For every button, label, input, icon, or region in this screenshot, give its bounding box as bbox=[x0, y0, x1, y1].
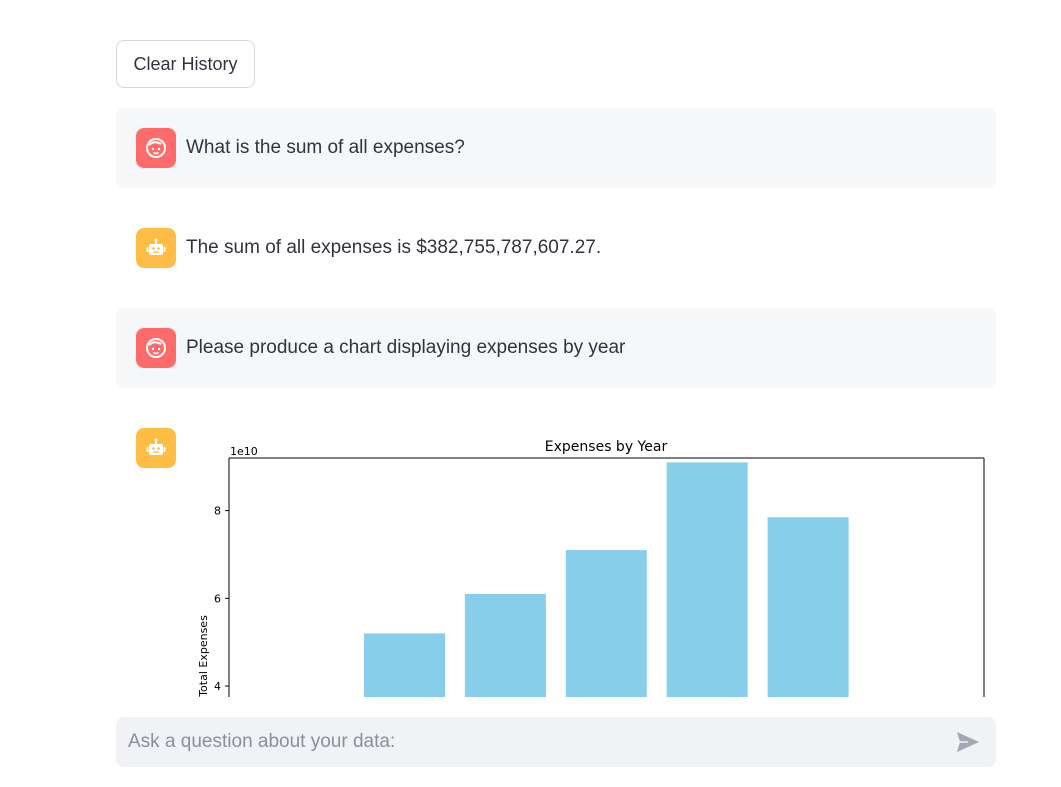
send-button[interactable] bbox=[948, 722, 988, 762]
chat-message-user: What is the sum of all expenses? bbox=[116, 108, 996, 188]
assistant-avatar bbox=[136, 428, 176, 468]
message-text: Please produce a chart displaying expens… bbox=[186, 337, 626, 358]
bar bbox=[666, 462, 748, 697]
chat-message-user: Please produce a chart displaying expens… bbox=[116, 308, 996, 388]
bar bbox=[364, 633, 445, 697]
plot-frame bbox=[228, 457, 985, 697]
y-ticks: 4 6 8 bbox=[214, 505, 229, 693]
robot-icon bbox=[146, 438, 166, 455]
message-text: The sum of all expenses is $382,755,787,… bbox=[186, 237, 602, 258]
expenses-bar-chart: Expenses by Year 1e10 Total Expenses 4 6 8 bbox=[197, 439, 985, 697]
chat-input-bar bbox=[116, 717, 996, 767]
user-avatar bbox=[136, 128, 176, 168]
y-tick-label: 6 bbox=[214, 592, 221, 605]
y-tick-label: 8 bbox=[214, 505, 221, 518]
bars bbox=[364, 462, 849, 697]
clear-history-button[interactable]: Clear History bbox=[116, 40, 255, 88]
chat-message-assistant-chart: Expenses by Year 1e10 Total Expenses 4 6 8 bbox=[116, 408, 996, 697]
chart-title: Expenses by Year bbox=[545, 439, 668, 455]
bar bbox=[464, 593, 546, 697]
chat-input[interactable] bbox=[126, 721, 948, 763]
chat-message-assistant: The sum of all expenses is $382,755,787,… bbox=[116, 208, 996, 288]
y-axis-label: Total Expenses bbox=[197, 615, 210, 697]
message-text: What is the sum of all expenses? bbox=[186, 137, 465, 158]
bar bbox=[767, 517, 849, 697]
y-offset-label: 1e10 bbox=[230, 445, 258, 458]
user-avatar bbox=[136, 328, 176, 368]
send-icon bbox=[957, 732, 979, 752]
face-icon bbox=[146, 338, 166, 358]
y-tick-label: 4 bbox=[214, 680, 221, 693]
face-icon bbox=[146, 138, 166, 158]
assistant-avatar bbox=[136, 228, 176, 268]
bar bbox=[565, 550, 647, 697]
robot-icon bbox=[146, 238, 166, 255]
